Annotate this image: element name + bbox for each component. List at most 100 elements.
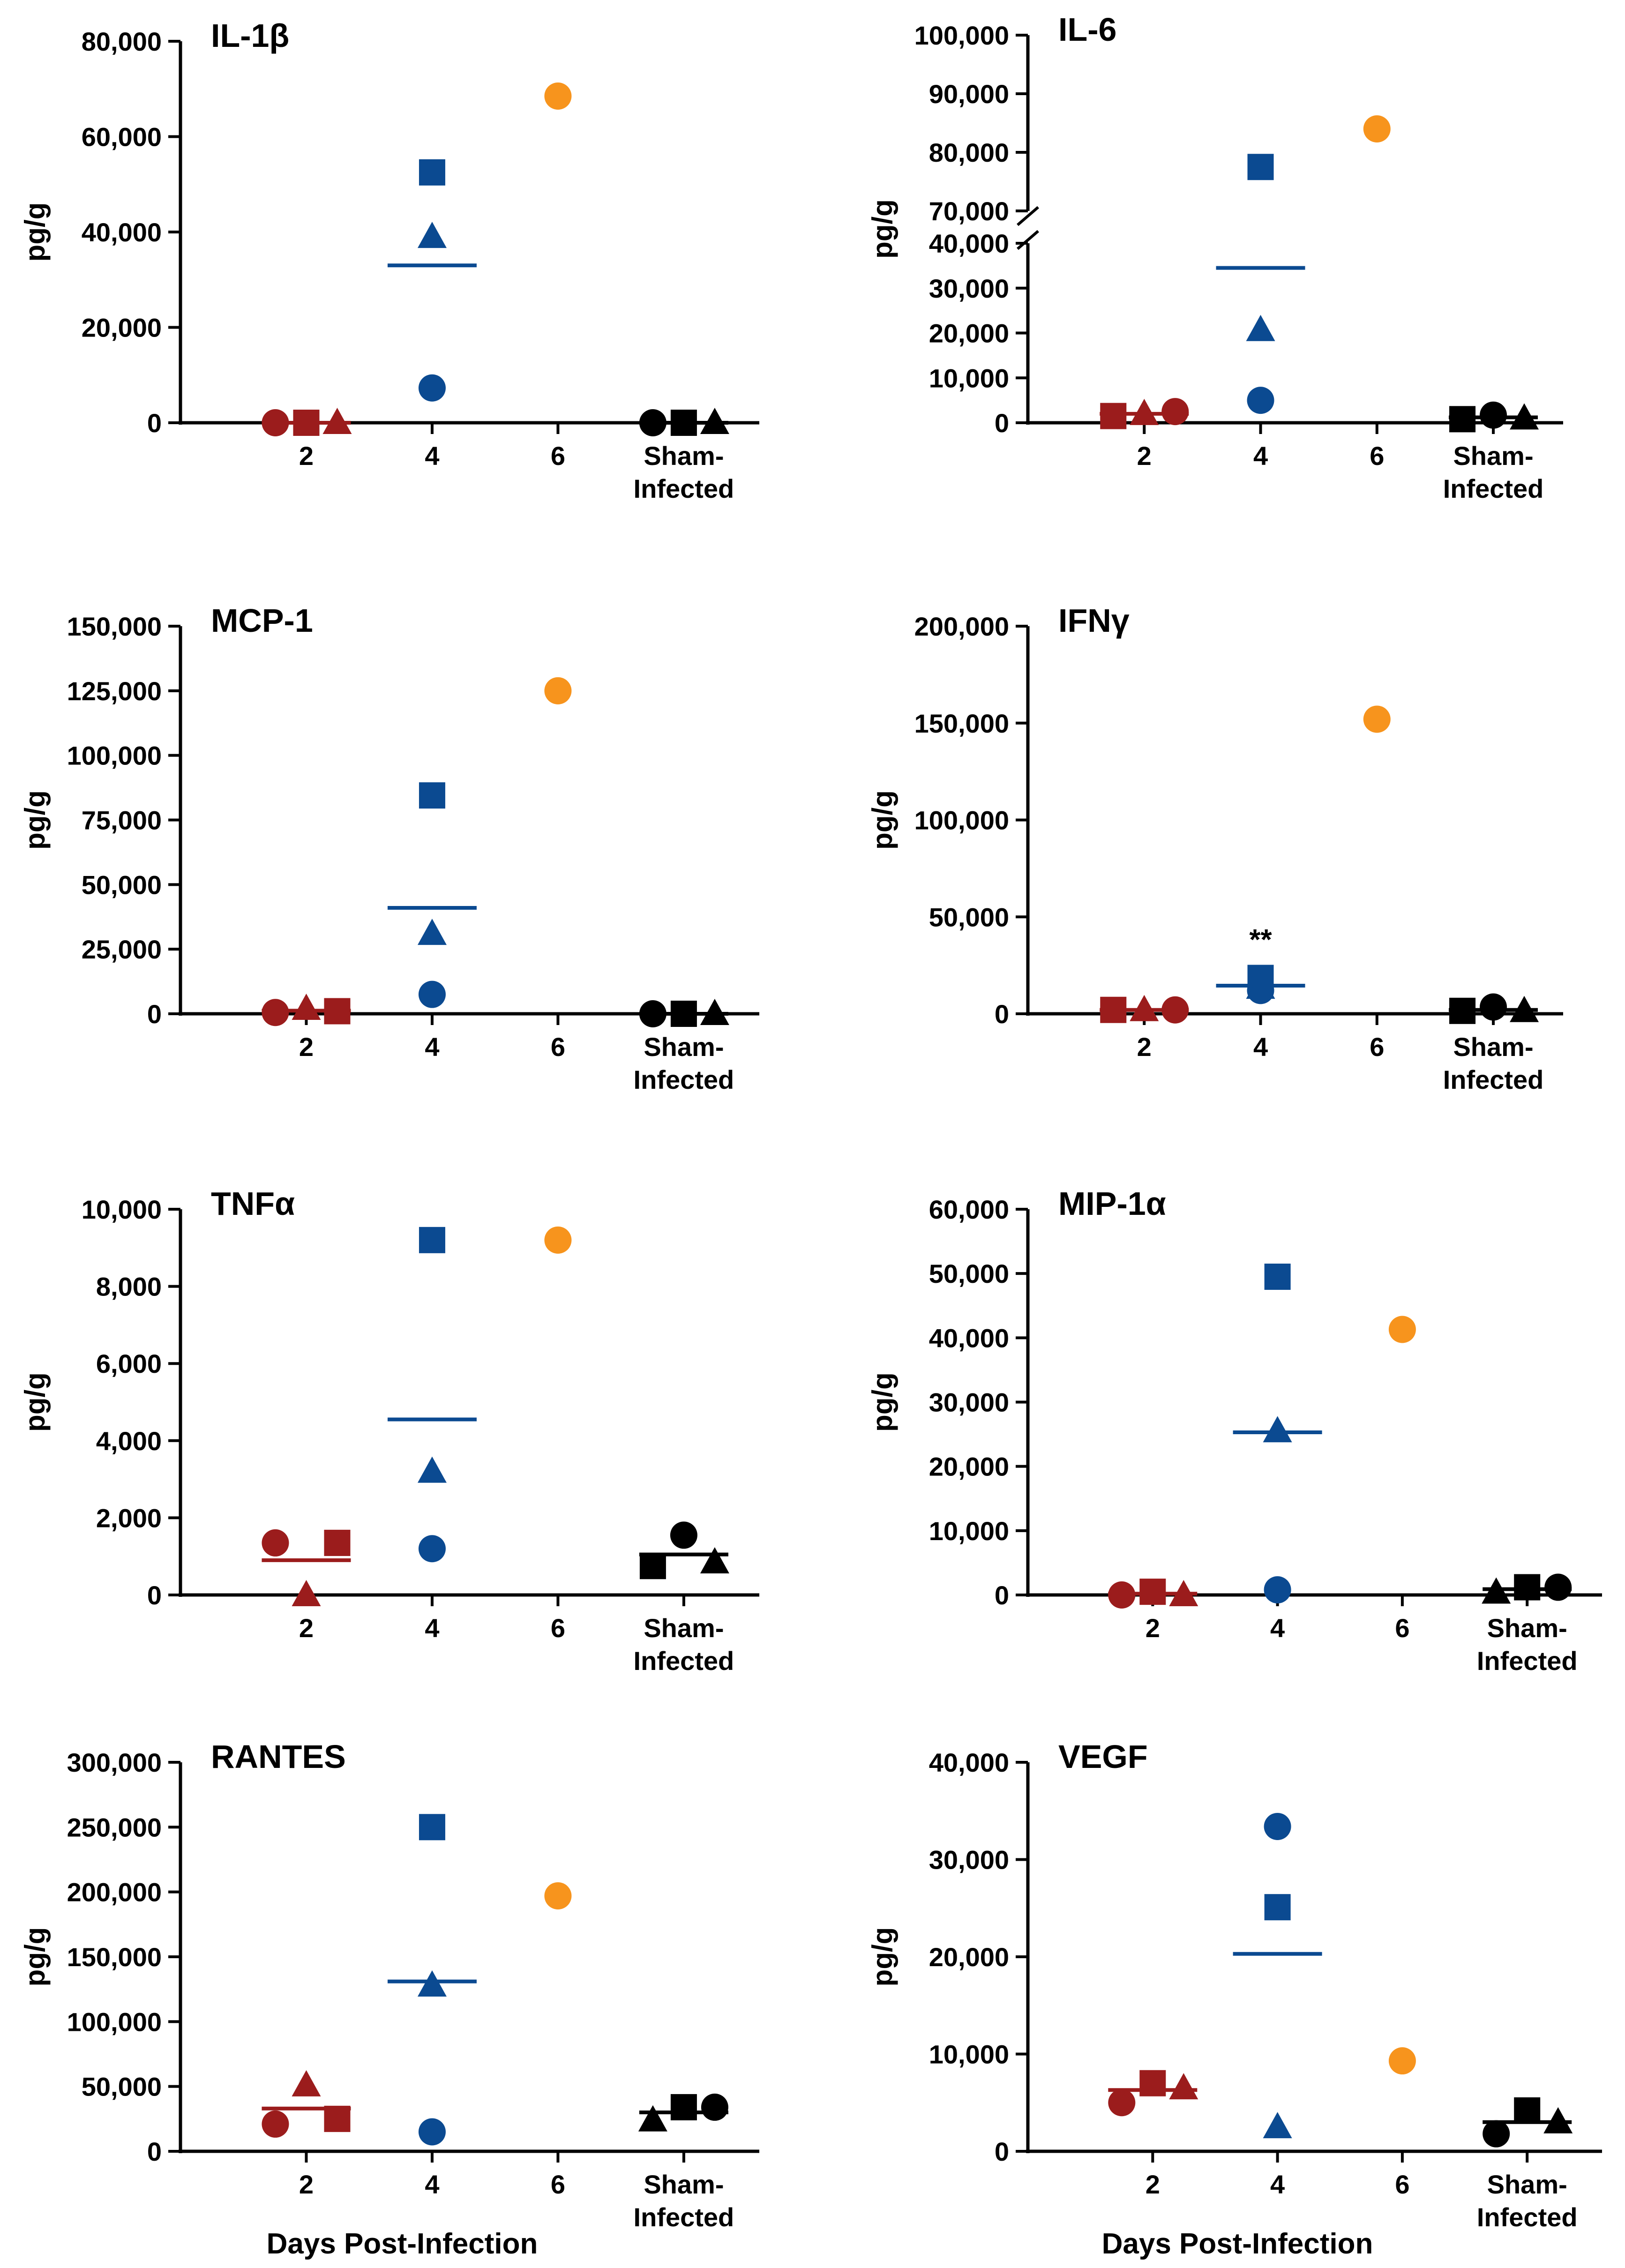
y-tick-label: 40,000 bbox=[929, 1748, 1009, 1777]
data-point-triangle-day2 bbox=[1130, 995, 1159, 1021]
data-point-triangle-day2 bbox=[292, 2070, 321, 2096]
data-point-triangle-sham bbox=[1482, 1577, 1511, 1604]
x-tick-label: Infected bbox=[634, 1065, 734, 1094]
data-point-circle-sham bbox=[639, 409, 666, 436]
y-tick-label: 80,000 bbox=[82, 27, 162, 56]
data-point-circle-day6 bbox=[544, 677, 572, 704]
x-axis-title: Days Post-Infection bbox=[267, 2228, 538, 2260]
data-point-square-day4 bbox=[419, 1227, 445, 1253]
chart-panel-1: 0 20,000 40,000 60,000 80,000 2 4 6 Sham- Infecte… bbox=[19, 17, 759, 503]
x-tick-label: 4 bbox=[1270, 2170, 1285, 2199]
data-point-circle-day4 bbox=[418, 2118, 446, 2146]
data-point-circle-day2 bbox=[1161, 398, 1189, 426]
chart-panel-8: 0 10,000 20,000 30,000 40,000 2 4 6 Sham- Infecte… bbox=[867, 1738, 1602, 2232]
x-tick-label: 2 bbox=[1146, 2170, 1160, 2199]
data-point-circle-day6 bbox=[544, 1226, 572, 1254]
data-point-triangle-day4 bbox=[1246, 973, 1275, 999]
x-tick-label: Sham- bbox=[644, 441, 724, 471]
x-tick-label: 6 bbox=[1370, 1032, 1384, 1062]
x-tick-label: Sham- bbox=[1487, 2170, 1567, 2199]
data-point-circle-day6 bbox=[1388, 2047, 1416, 2075]
x-tick-label: Sham- bbox=[644, 1613, 724, 1643]
y-tick-label: 20,000 bbox=[929, 1452, 1009, 1482]
x-tick-label: 2 bbox=[1137, 1032, 1152, 1062]
x-tick-label: Sham- bbox=[1453, 1032, 1533, 1062]
y-tick-label: 150,000 bbox=[914, 709, 1009, 738]
x-tick-label: Infected bbox=[1443, 474, 1544, 503]
data-point-triangle-day4 bbox=[1263, 1416, 1292, 1443]
chart-title: TNFα bbox=[211, 1185, 295, 1222]
chart-title: IL-1β bbox=[211, 17, 289, 54]
data-point-circle-day4 bbox=[1247, 387, 1274, 414]
x-tick-label: 4 bbox=[1270, 1613, 1285, 1643]
y-tick-label: 0 bbox=[147, 999, 162, 1029]
y-tick-label: 0 bbox=[995, 2137, 1009, 2166]
data-point-square-day4 bbox=[419, 782, 445, 809]
data-point-triangle-sham bbox=[700, 999, 729, 1025]
data-point-square-sham bbox=[1514, 1574, 1541, 1601]
x-tick-label: 6 bbox=[1395, 1613, 1409, 1643]
x-tick-label: 2 bbox=[299, 1613, 314, 1643]
data-point-circle-day6 bbox=[544, 82, 572, 110]
data-point-circle-sham bbox=[1544, 1573, 1572, 1601]
y-tick-label: 50,000 bbox=[82, 870, 162, 899]
y-tick-label: 100,000 bbox=[914, 21, 1009, 50]
y-tick-label: 50,000 bbox=[929, 1259, 1009, 1288]
data-point-circle-sham bbox=[701, 2093, 728, 2121]
data-point-triangle-sham bbox=[700, 408, 729, 434]
data-point-triangle-day4 bbox=[417, 222, 447, 248]
x-tick-label: Sham- bbox=[644, 1032, 724, 1062]
data-point-triangle-day2 bbox=[1169, 1580, 1198, 1606]
data-point-circle-sham bbox=[1480, 993, 1507, 1021]
data-point-circle-sham bbox=[1480, 401, 1507, 429]
y-axis-label: pg/g bbox=[19, 1927, 51, 1987]
y-tick-label: 100,000 bbox=[67, 2007, 162, 2036]
y-tick-label: 4,000 bbox=[96, 1426, 162, 1456]
x-tick-label: 2 bbox=[1137, 441, 1152, 471]
data-point-square-day4 bbox=[1247, 154, 1274, 180]
data-point-square-day2 bbox=[1100, 996, 1127, 1023]
data-point-circle-sham bbox=[1483, 2120, 1510, 2148]
data-point-circle-day6 bbox=[1363, 705, 1391, 733]
chart-panel-7: 0 50,000 100,000 150,000 200,000 250,000 300,0… bbox=[19, 1738, 759, 2232]
y-tick-label: 10,000 bbox=[82, 1195, 162, 1224]
data-point-triangle-day2 bbox=[322, 408, 352, 434]
y-tick-label: 6,000 bbox=[96, 1349, 162, 1378]
y-tick-label: 50,000 bbox=[82, 2072, 162, 2102]
data-point-circle-day4 bbox=[1264, 1576, 1291, 1604]
y-axis-label: pg/g bbox=[867, 790, 898, 850]
y-tick-label: 150,000 bbox=[67, 612, 162, 641]
x-tick-label: Infected bbox=[1477, 2202, 1578, 2232]
y-tick-label: 30,000 bbox=[929, 1845, 1009, 1875]
data-point-square-day2 bbox=[324, 1529, 351, 1556]
data-point-circle-day2 bbox=[262, 2110, 289, 2138]
data-point-square-sham bbox=[670, 1001, 697, 1027]
y-tick-label: 20,000 bbox=[82, 313, 162, 343]
y-tick-label: 75,000 bbox=[82, 806, 162, 835]
y-tick-label: 70,000 bbox=[929, 196, 1009, 226]
x-tick-label: 4 bbox=[1253, 1032, 1268, 1062]
y-tick-label: 40,000 bbox=[929, 229, 1009, 258]
x-tick-label: 2 bbox=[299, 1032, 314, 1062]
x-tick-label: Infected bbox=[634, 2202, 734, 2232]
y-tick-label: 10,000 bbox=[929, 1516, 1009, 1546]
data-point-square-sham bbox=[1514, 2097, 1541, 2124]
y-tick-label: 250,000 bbox=[67, 1812, 162, 1842]
data-point-square-day4 bbox=[419, 159, 445, 186]
data-point-circle-sham bbox=[639, 1000, 666, 1027]
chart-title: MIP-1α bbox=[1058, 1185, 1166, 1222]
data-point-circle-day6 bbox=[1388, 1316, 1416, 1343]
chart-panel-6: 0 10,000 20,000 30,000 40,000 50,000 60,000 2 4 6… bbox=[867, 1185, 1602, 1676]
y-tick-label: 0 bbox=[995, 999, 1009, 1029]
data-point-square-day2 bbox=[1139, 2070, 1166, 2096]
data-point-triangle-day4 bbox=[417, 919, 447, 945]
y-tick-label: 0 bbox=[995, 1580, 1009, 1610]
data-point-square-day2 bbox=[324, 2105, 351, 2132]
data-point-square-day2 bbox=[1100, 403, 1127, 429]
data-point-square-sham bbox=[1449, 406, 1476, 433]
x-tick-label: 4 bbox=[1253, 441, 1268, 471]
x-tick-label: Infected bbox=[1477, 1646, 1578, 1676]
data-point-triangle-day4 bbox=[417, 1456, 447, 1483]
x-tick-label: 4 bbox=[425, 441, 439, 471]
